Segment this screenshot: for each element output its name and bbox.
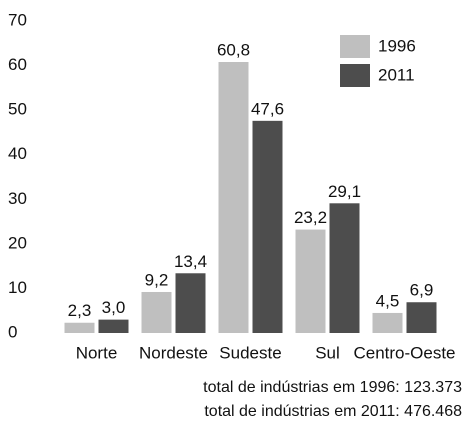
bar [175, 273, 206, 333]
bar [98, 319, 129, 333]
y-tick-label: 10 [8, 278, 27, 297]
value-label: 60,8 [217, 40, 250, 59]
y-tick-label: 50 [8, 100, 27, 119]
bar [141, 291, 172, 333]
y-tick-label: 30 [8, 189, 27, 208]
legend-label: 1996 [378, 36, 416, 55]
value-label: 2,3 [68, 301, 92, 320]
legend-swatch [340, 35, 370, 58]
bar [252, 120, 283, 333]
x-tick-label: Sudeste [219, 343, 281, 362]
y-tick-label: 20 [8, 233, 27, 252]
value-label: 9,2 [145, 270, 169, 289]
y-tick-label: 60 [8, 55, 27, 74]
value-label: 13,4 [174, 252, 207, 271]
x-tick-label: Centro-Oeste [353, 343, 455, 362]
value-label: 29,1 [328, 182, 361, 201]
y-tick-label: 70 [8, 10, 27, 29]
bar [329, 203, 360, 333]
value-label: 6,9 [410, 281, 434, 300]
value-label: 4,5 [376, 291, 400, 310]
annotation: total de indústrias em 1996: 123.373 [203, 379, 462, 396]
legend-label: 2011 [378, 65, 415, 84]
legend-swatch [340, 64, 370, 87]
y-tick-label: 40 [8, 144, 27, 163]
x-tick-label: Nordeste [139, 343, 208, 362]
bar [218, 62, 249, 334]
value-label: 47,6 [251, 99, 284, 118]
annotation: total de indústrias em 2011: 476.468 [204, 403, 462, 420]
bar [64, 322, 95, 333]
bar [372, 312, 403, 333]
value-label: 3,0 [102, 298, 126, 317]
bar [406, 302, 437, 333]
value-label: 23,2 [294, 208, 327, 227]
x-tick-label: Sul [315, 343, 340, 362]
x-tick-label: Norte [76, 343, 118, 362]
bar [295, 229, 326, 333]
y-tick-label: 0 [8, 322, 17, 341]
